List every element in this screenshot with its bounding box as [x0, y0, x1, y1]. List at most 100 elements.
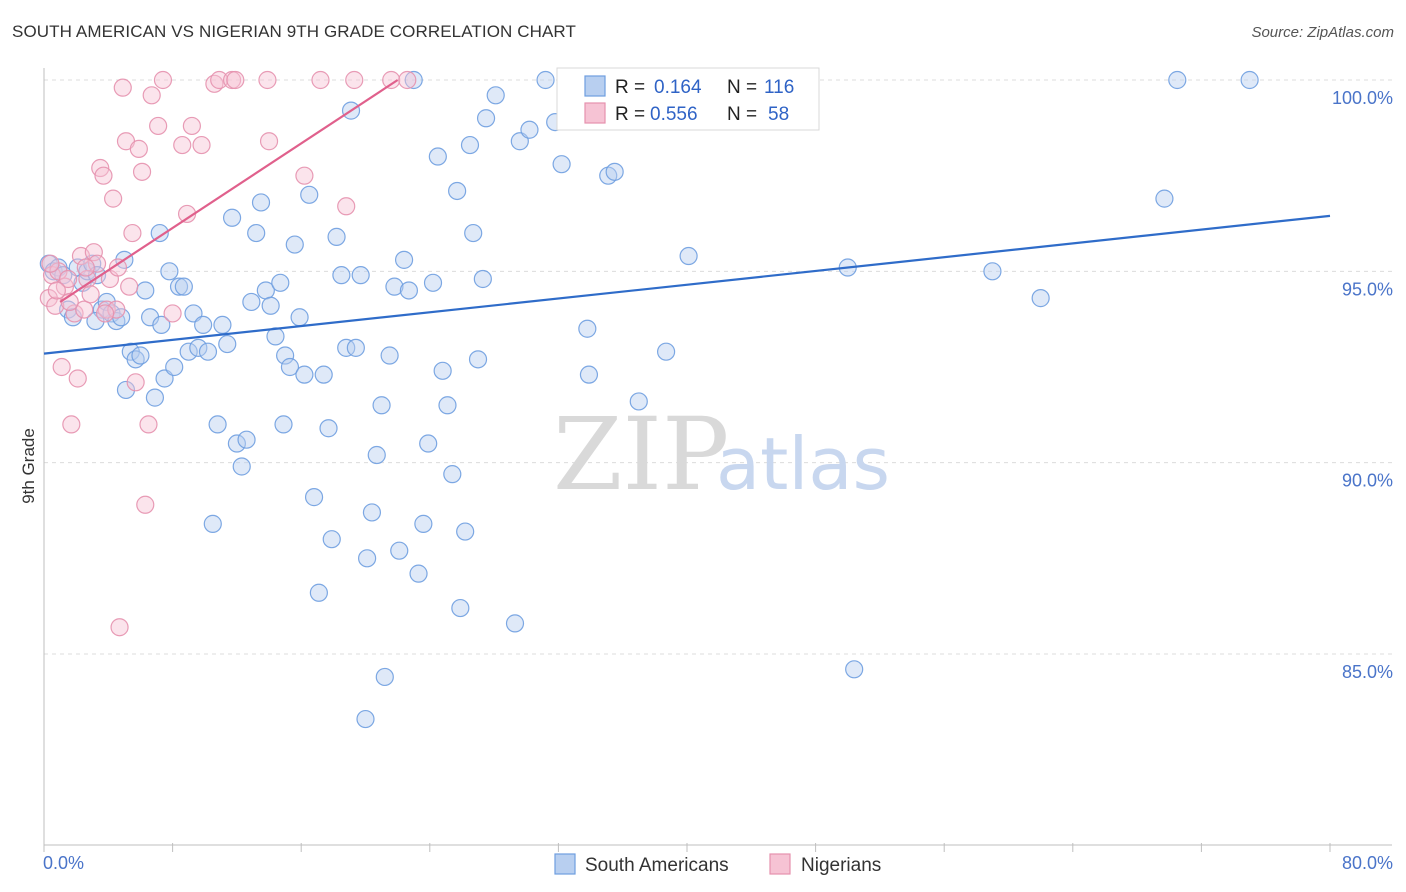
- data-point: [173, 135, 192, 155]
- data-point: [1155, 189, 1174, 208]
- data-point: [139, 415, 158, 434]
- data-point: [399, 281, 419, 300]
- data-point: [438, 396, 457, 415]
- data-point: [174, 277, 193, 296]
- data-point: [332, 266, 351, 285]
- data-point: [433, 361, 452, 380]
- data-point: [194, 315, 213, 335]
- data-point: [259, 132, 279, 151]
- data-point: [149, 116, 168, 136]
- chart-title: SOUTH AMERICAN VS NIGERIAN 9TH GRADE COR…: [12, 22, 576, 41]
- data-point: [578, 319, 597, 338]
- data-point: [505, 614, 525, 633]
- data-point: [226, 70, 245, 90]
- data-point: [285, 235, 304, 254]
- data-point: [404, 70, 423, 90]
- bottom-legend: South Americans Nigerians: [554, 853, 881, 876]
- data-point: [198, 342, 218, 361]
- data-point: [295, 365, 314, 384]
- data-point: [94, 166, 113, 185]
- trendline-south-americans: [43, 214, 1331, 355]
- data-point: [113, 78, 132, 97]
- data-point: [81, 285, 100, 304]
- watermark-zip: ZIP: [553, 396, 729, 513]
- data-point: [337, 338, 356, 357]
- legend-n-label-2: N =: [727, 104, 757, 125]
- data-point: [345, 70, 364, 90]
- data-point: [356, 709, 375, 729]
- data-point: [1031, 289, 1050, 308]
- data-point: [311, 70, 330, 90]
- data-point: [104, 189, 123, 208]
- data-point: [520, 120, 539, 139]
- data-point: [68, 369, 87, 388]
- data-point: [486, 86, 505, 105]
- bottom-legend-label-south-americans: South Americans: [585, 855, 729, 876]
- nigerians-points: [39, 70, 417, 637]
- data-point: [552, 155, 571, 174]
- y-tick-label: 100.0%: [1332, 88, 1393, 108]
- data-point: [110, 618, 129, 637]
- data-point: [150, 223, 169, 243]
- data-point: [251, 193, 271, 212]
- legend-r-label-1: R =: [615, 77, 645, 98]
- data-point: [242, 292, 261, 312]
- data-point: [52, 357, 71, 377]
- data-point: [107, 300, 126, 319]
- data-point: [579, 365, 599, 384]
- data-point: [280, 357, 300, 377]
- south-americans-points: [39, 70, 1259, 729]
- data-point: [380, 346, 399, 365]
- y-tick-label: 95.0%: [1342, 279, 1393, 299]
- watermark-atlas: atlas: [716, 422, 890, 506]
- y-axis-label: 9th Grade: [19, 428, 38, 504]
- data-point: [182, 116, 201, 136]
- data-point: [460, 135, 480, 155]
- data-point: [179, 342, 198, 361]
- data-point: [375, 667, 394, 687]
- data-point: [468, 350, 488, 369]
- bottom-legend-swatch-nigerians: [769, 853, 791, 875]
- data-point: [237, 430, 256, 449]
- data-point: [222, 208, 242, 227]
- data-point: [131, 346, 150, 365]
- data-point: [47, 281, 66, 300]
- data-point: [473, 269, 492, 289]
- data-point: [657, 342, 676, 361]
- data-point: [192, 135, 211, 155]
- data-point: [136, 281, 155, 300]
- data-point: [84, 243, 103, 262]
- data-point: [358, 549, 377, 568]
- trendlines: [43, 79, 1331, 355]
- data-point: [213, 315, 232, 335]
- data-point: [443, 465, 462, 484]
- data-point: [75, 300, 94, 319]
- data-point: [87, 254, 107, 273]
- legend-r-value-1: 0.164: [654, 77, 702, 98]
- legend-swatch-south-americans: [584, 75, 606, 97]
- data-point: [41, 254, 60, 273]
- data-point: [203, 514, 222, 533]
- data-point: [169, 277, 189, 296]
- data-point: [372, 396, 391, 415]
- x-tick-label: 0.0%: [43, 853, 84, 873]
- data-point: [189, 338, 208, 357]
- legend-swatch-nigerians: [584, 102, 606, 124]
- data-point: [65, 304, 84, 323]
- data-point: [142, 86, 161, 105]
- y-tick-label: 90.0%: [1342, 471, 1393, 491]
- data-point: [59, 269, 78, 289]
- data-point: [1240, 70, 1259, 90]
- gridlines: [44, 79, 1392, 655]
- data-point: [145, 388, 165, 407]
- data-point: [232, 457, 251, 476]
- data-point: [218, 334, 237, 354]
- data-point: [382, 70, 401, 90]
- data-point: [394, 250, 414, 269]
- data-point: [476, 109, 496, 128]
- data-point: [423, 273, 443, 292]
- data-point: [1168, 70, 1187, 90]
- data-point: [126, 373, 145, 392]
- trendline-nigerians: [59, 79, 399, 303]
